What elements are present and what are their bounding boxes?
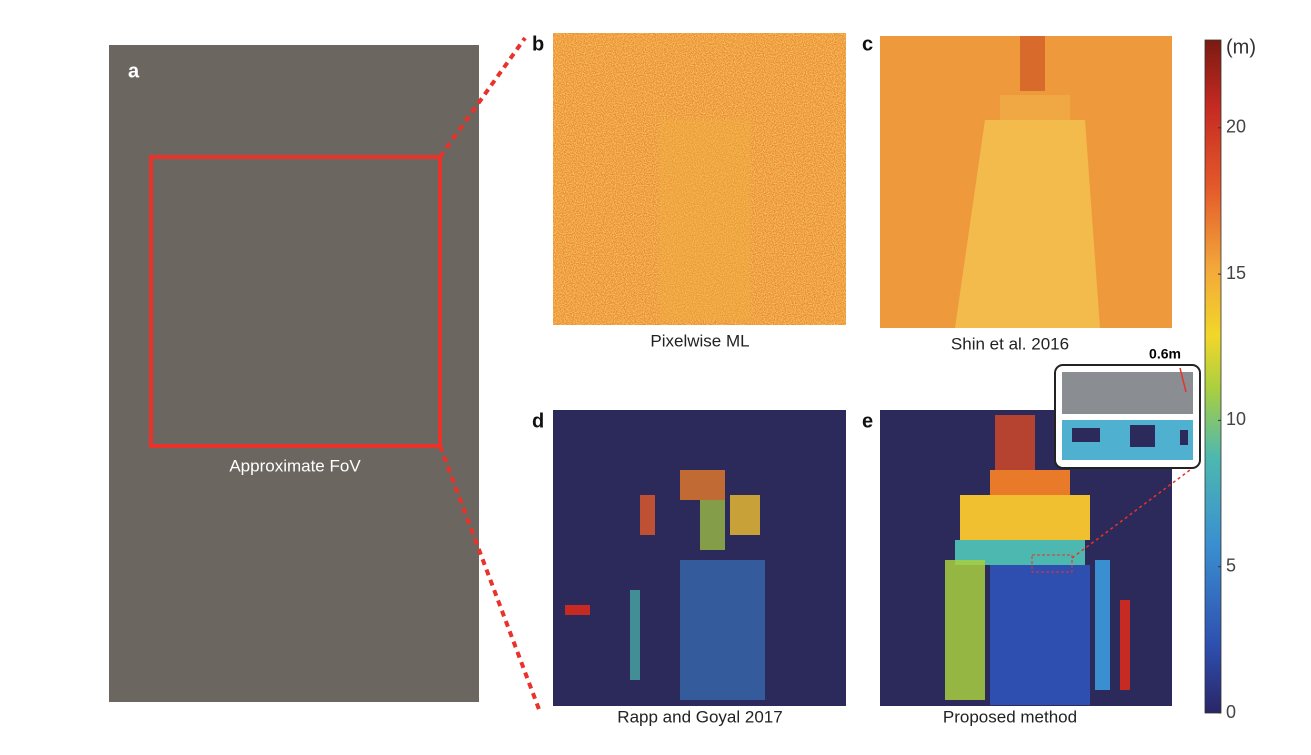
panel-letter: e xyxy=(862,410,873,432)
building-points xyxy=(565,470,765,700)
panel-letter: c xyxy=(862,33,873,55)
panel-letter: a xyxy=(128,60,140,82)
panel-caption: Pixelwise ML xyxy=(650,331,749,350)
building-points xyxy=(945,415,1130,705)
building-hint xyxy=(955,120,1100,328)
panel-letter: d xyxy=(532,410,544,432)
inset-label: 0.6m xyxy=(1149,346,1181,362)
tick-label: 20 xyxy=(1226,117,1246,137)
tick-label: 10 xyxy=(1226,409,1246,429)
zoom-line xyxy=(1071,469,1191,559)
colorbar xyxy=(1204,39,1222,714)
zoom-line xyxy=(438,36,527,159)
panel-letter: b xyxy=(532,33,544,55)
photo-panel xyxy=(109,45,479,702)
panel-caption: Approximate FoV xyxy=(229,456,361,475)
zoom-line xyxy=(438,445,542,713)
building-hint xyxy=(1020,36,1045,91)
tick-label: 0 xyxy=(1226,702,1236,722)
colorbar-unit: (m) xyxy=(1226,36,1256,58)
tick-label: 5 xyxy=(1226,555,1236,575)
inset-photo xyxy=(1062,372,1193,414)
pointer xyxy=(1179,367,1187,393)
fov-box xyxy=(149,155,442,448)
panel-caption: Rapp and Goyal 2017 xyxy=(617,707,782,726)
inset-holes xyxy=(1072,425,1188,447)
building-hint xyxy=(660,120,750,320)
tick-label: 15 xyxy=(1226,263,1246,283)
panel-caption: Proposed method xyxy=(943,707,1077,726)
depth-image xyxy=(553,33,846,325)
panel-caption: Shin et al. 2016 xyxy=(951,334,1069,353)
